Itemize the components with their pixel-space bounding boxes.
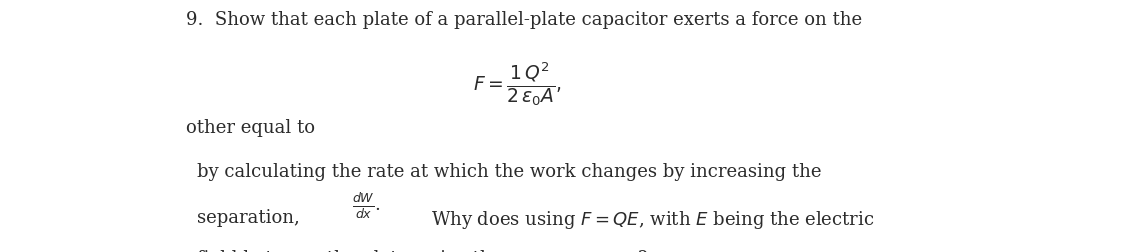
Text: $\frac{dW}{dx}$.: $\frac{dW}{dx}$. [352, 191, 381, 220]
Text: by calculating the rate at which the work changes by increasing the: by calculating the rate at which the wor… [197, 163, 821, 180]
Text: separation,: separation, [197, 208, 299, 226]
Text: $F = \dfrac{1\,Q^2}{2\,\epsilon_0 A},$: $F = \dfrac{1\,Q^2}{2\,\epsilon_0 A},$ [472, 60, 562, 108]
Text: 9.  Show that each plate of a parallel-plate capacitor exerts a force on the: 9. Show that each plate of a parallel-pl… [186, 11, 862, 29]
Text: other equal to: other equal to [186, 118, 315, 136]
Text: field between the plates, give the wrong answer?: field between the plates, give the wrong… [197, 249, 648, 252]
Text: Why does using $F = QE$, with $E$ being the electric: Why does using $F = QE$, with $E$ being … [431, 208, 874, 230]
